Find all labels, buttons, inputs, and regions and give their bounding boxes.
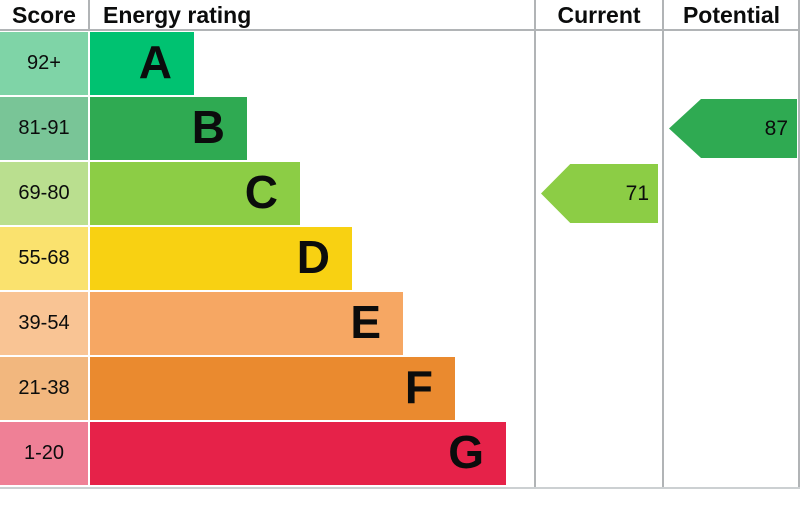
potential-rating-value: 87 bbox=[764, 117, 788, 140]
potential-column-divider bbox=[662, 0, 664, 487]
score-range-g: 1-20 bbox=[0, 422, 88, 485]
score-range-c: 69-80 bbox=[0, 162, 88, 225]
current-column-header: Current bbox=[557, 2, 641, 28]
rating-bar-f: F bbox=[90, 357, 455, 420]
potential-rating-arrow: 87 bbox=[669, 99, 797, 158]
right-border bbox=[798, 0, 800, 487]
energy-rating-column-header: Energy rating bbox=[103, 2, 252, 28]
score-column-header: Score bbox=[12, 2, 76, 28]
rating-bar-e: E bbox=[90, 292, 403, 355]
potential-column-header: Potential bbox=[682, 2, 781, 28]
score-range-b: 81-91 bbox=[0, 97, 88, 160]
current-rating-value: 71 bbox=[625, 182, 649, 205]
chart-bottom-border bbox=[0, 487, 800, 489]
rating-bar-d: D bbox=[90, 227, 352, 290]
score-range-a: 92+ bbox=[0, 32, 88, 95]
rating-bar-a: A bbox=[90, 32, 194, 95]
rating-bar-g: G bbox=[90, 422, 506, 485]
rating-bar-b: B bbox=[90, 97, 247, 160]
score-header-divider bbox=[88, 0, 90, 30]
current-rating-arrow: 71 bbox=[541, 164, 658, 223]
score-range-d: 55-68 bbox=[0, 227, 88, 290]
current-column-divider bbox=[534, 0, 536, 487]
rating-bar-c: C bbox=[90, 162, 300, 225]
score-range-f: 21-38 bbox=[0, 357, 88, 420]
score-range-e: 39-54 bbox=[0, 292, 88, 355]
header-bottom-border bbox=[0, 29, 800, 31]
